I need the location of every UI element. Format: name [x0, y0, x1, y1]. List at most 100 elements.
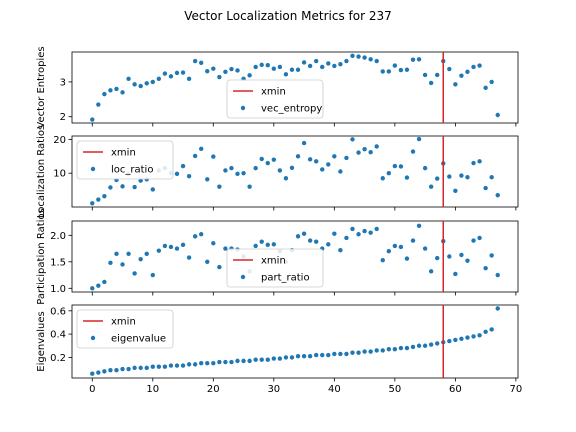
data-point [90, 201, 95, 206]
data-point [265, 242, 270, 248]
data-point [205, 68, 210, 74]
data-point [398, 67, 404, 73]
data-point [102, 279, 107, 285]
data-point [416, 57, 422, 62]
data-point [307, 157, 313, 162]
data-point [374, 58, 379, 64]
legend-marker-swatch [240, 274, 246, 280]
data-point [410, 149, 416, 154]
data-point [350, 350, 355, 355]
data-point [247, 73, 252, 78]
data-point [477, 235, 482, 241]
data-point [350, 226, 355, 232]
y-tick-label: 20 [53, 135, 66, 146]
data-point [211, 154, 216, 159]
data-point [404, 67, 410, 72]
data-point [453, 271, 458, 277]
data-point [428, 184, 434, 189]
data-point [313, 352, 319, 358]
data-point [217, 359, 222, 365]
data-point [295, 354, 301, 359]
data-point [301, 354, 307, 359]
data-point [307, 63, 313, 69]
data-point [144, 365, 149, 371]
data-point [150, 187, 155, 192]
data-point [398, 345, 404, 351]
data-point [199, 146, 204, 152]
data-point [120, 90, 125, 95]
data-point [132, 82, 137, 87]
data-point [301, 140, 307, 146]
data-point [162, 71, 168, 76]
x-tick-label: 60 [449, 384, 462, 395]
legend-label: vec_entropy [261, 104, 322, 115]
data-point [416, 343, 422, 348]
data-point [199, 232, 204, 237]
data-point [277, 356, 283, 361]
data-point [465, 69, 470, 75]
data-point [120, 366, 125, 372]
data-point [205, 177, 210, 182]
data-point [459, 173, 464, 178]
axes-frame [71, 304, 519, 379]
data-point [180, 242, 186, 248]
x-tick-label: 70 [510, 384, 523, 395]
data-point [144, 81, 149, 86]
data-point [320, 167, 325, 172]
data-point [344, 58, 349, 64]
data-point [422, 72, 428, 78]
data-point [271, 242, 277, 247]
data-point [422, 165, 428, 171]
data-point [283, 355, 289, 360]
data-point [374, 144, 379, 149]
data-point [392, 347, 398, 352]
data-point [186, 362, 192, 367]
data-point [96, 197, 101, 202]
data-point [338, 351, 343, 357]
data-point [459, 336, 464, 341]
data-point [126, 366, 131, 372]
data-point [368, 150, 373, 155]
data-point [350, 137, 355, 142]
data-point [223, 69, 228, 75]
data-point [259, 156, 264, 162]
data-point [253, 64, 258, 70]
x-tick-label: 10 [146, 384, 159, 395]
data-point [344, 155, 349, 161]
data-point [356, 232, 361, 237]
data-point [156, 248, 162, 253]
data-point [416, 136, 422, 142]
data-point [362, 55, 367, 60]
legend-marker-swatch [240, 105, 246, 111]
data-point [205, 361, 210, 366]
data-point [435, 72, 440, 78]
data-point [356, 350, 361, 355]
data-point [459, 252, 464, 258]
legend-marker-swatch [90, 335, 96, 341]
data-point [289, 67, 295, 72]
data-point [120, 184, 125, 189]
data-point [332, 154, 337, 159]
data-point [471, 238, 476, 243]
data-point [392, 243, 398, 249]
data-point [96, 370, 101, 375]
data-point [192, 153, 198, 159]
data-point [235, 171, 240, 177]
data-point [338, 247, 343, 253]
data-point [235, 358, 240, 364]
data-point [186, 76, 192, 81]
data-point [332, 63, 337, 69]
data-point [271, 66, 277, 71]
data-point [465, 175, 470, 180]
data-point [489, 175, 494, 180]
axes-frame [71, 51, 519, 124]
data-point [259, 239, 264, 244]
data-point [326, 242, 331, 247]
data-point [120, 262, 125, 267]
data-point [447, 338, 452, 344]
data-point [283, 176, 289, 181]
data-point [356, 150, 361, 155]
data-point [156, 76, 162, 81]
figure-title: Vector Localization Metrics for 237 [184, 9, 392, 23]
